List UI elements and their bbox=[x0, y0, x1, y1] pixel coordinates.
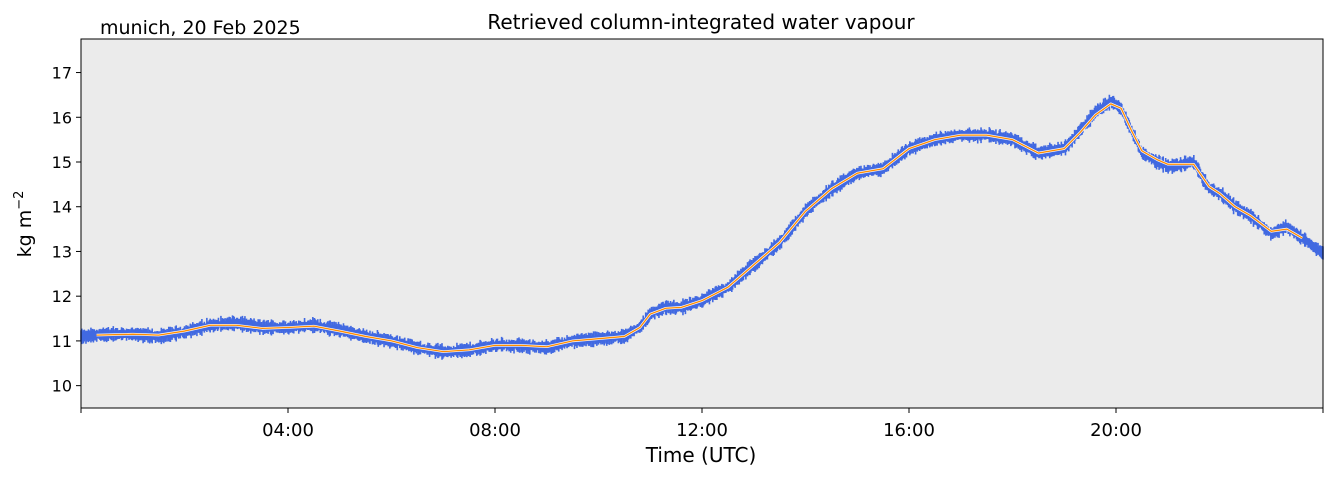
y-tick-label: 16 bbox=[52, 108, 72, 127]
chart-title: Retrieved column-integrated water vapour bbox=[487, 10, 915, 34]
plot-frame bbox=[80, 38, 1324, 409]
x-tick-label: 16:00 bbox=[883, 420, 935, 441]
y-axis-ticks: 10 11 12 13 14 15 16 17 bbox=[52, 64, 81, 396]
y-axis-label: kg m−2 bbox=[12, 191, 36, 258]
x-axis-label: Time (UTC) bbox=[645, 443, 757, 467]
series-layer bbox=[80, 94, 1324, 360]
x-tick-label: 12:00 bbox=[676, 420, 728, 441]
y-tick-label: 14 bbox=[52, 198, 72, 217]
y-tick-label: 12 bbox=[52, 287, 72, 306]
x-tick-label: 20:00 bbox=[1090, 420, 1142, 441]
y-tick-label: 17 bbox=[52, 64, 72, 83]
y-axis-label-exponent: −2 bbox=[12, 191, 27, 210]
y-axis-label-unit: kg m bbox=[14, 210, 36, 258]
y-tick-label: 13 bbox=[52, 242, 72, 261]
y-tick-label: 11 bbox=[52, 332, 72, 351]
y-tick-label: 15 bbox=[52, 153, 72, 172]
plot-area bbox=[81, 39, 1323, 408]
x-tick-label: 04:00 bbox=[262, 420, 314, 441]
chart-location-date: munich, 20 Feb 2025 bbox=[100, 17, 301, 39]
x-tick-label: 08:00 bbox=[469, 420, 521, 441]
series-smoothed bbox=[96, 103, 1303, 353]
x-axis-ticks: 04:00 08:00 12:00 16:00 20:00 bbox=[80, 408, 1324, 441]
y-tick-label: 10 bbox=[52, 377, 72, 396]
